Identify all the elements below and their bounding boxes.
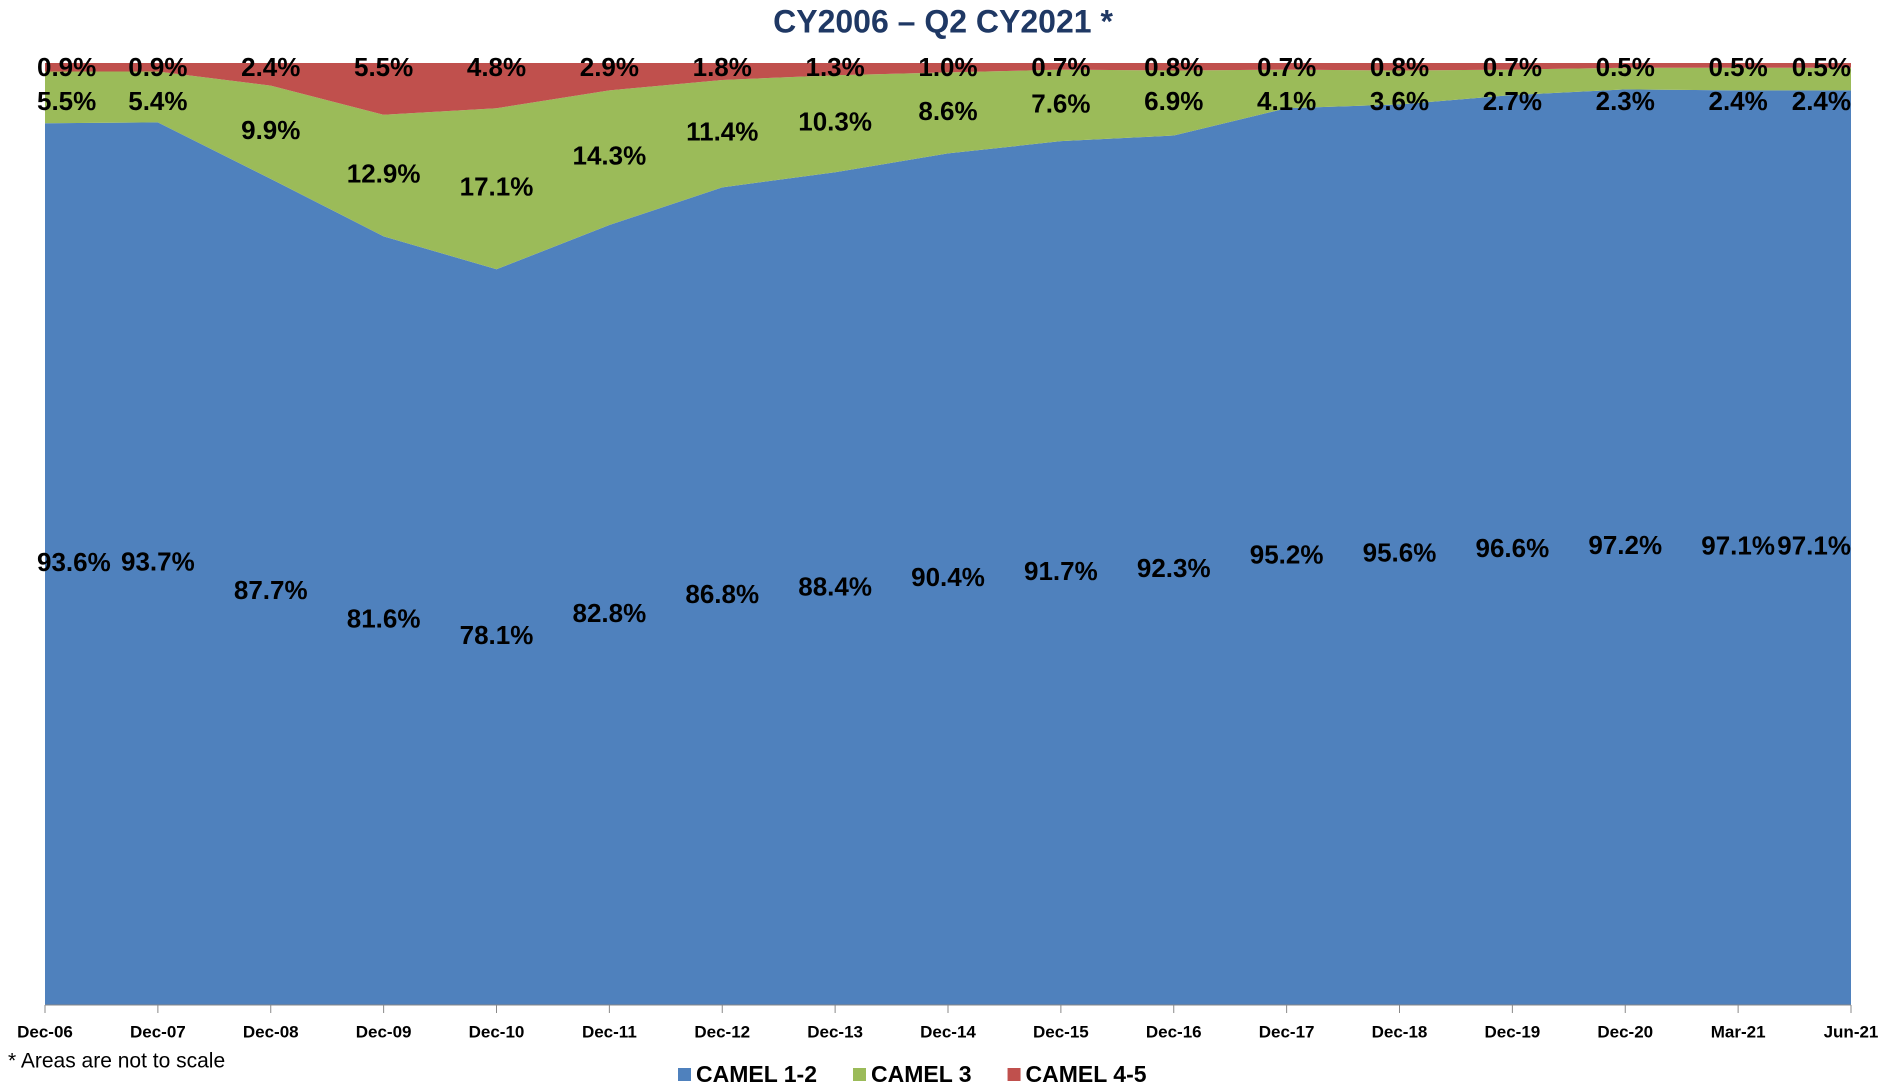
data-label: 4.1% — [1257, 86, 1316, 116]
data-label: 82.8% — [573, 598, 647, 628]
data-label: 0.9% — [128, 52, 187, 82]
data-label: 10.3% — [798, 107, 872, 137]
data-label: 0.5% — [1708, 52, 1767, 82]
chart-title: CY2006 – Q2 CY2021 * — [773, 3, 1113, 39]
legend-swatch — [678, 1068, 691, 1081]
data-label: 87.7% — [234, 575, 308, 605]
data-label: 0.7% — [1031, 52, 1090, 82]
x-tick-label: Dec-17 — [1259, 1022, 1315, 1041]
x-tick-label: Dec-16 — [1146, 1022, 1202, 1041]
x-tick-label: Mar-21 — [1711, 1022, 1766, 1041]
footnote: * Areas are not to scale — [8, 1050, 225, 1073]
data-label: 11.4% — [686, 117, 758, 147]
data-label: 2.4% — [241, 52, 300, 82]
x-tick-label: Dec-10 — [469, 1022, 525, 1041]
x-tick-label: Dec-09 — [356, 1022, 412, 1041]
area — [45, 67, 1851, 270]
x-tick-label: Dec-14 — [920, 1022, 976, 1041]
data-label: 0.5% — [1596, 52, 1655, 82]
data-label: 86.8% — [685, 579, 759, 609]
x-tick-label: Dec-08 — [243, 1022, 299, 1041]
data-label: 81.6% — [347, 604, 421, 634]
data-label: 17.1% — [460, 172, 534, 202]
data-label: 12.9% — [347, 158, 421, 188]
x-tick-label: Dec-11 — [582, 1022, 637, 1041]
x-tick-label: Dec-18 — [1372, 1022, 1428, 1041]
legend-swatch — [853, 1068, 866, 1081]
legend-label: CAMEL 3 — [871, 1061, 972, 1087]
x-tick-label: Dec-20 — [1597, 1022, 1653, 1041]
data-label: 78.1% — [460, 620, 534, 650]
data-label: 95.2% — [1250, 539, 1324, 569]
x-tick-label: Dec-07 — [130, 1022, 186, 1041]
data-label: 5.4% — [128, 86, 187, 116]
data-label: 95.6% — [1363, 538, 1437, 568]
area — [45, 63, 1851, 115]
data-label: 0.7% — [1257, 52, 1316, 82]
area — [45, 89, 1851, 1006]
data-label: 91.7% — [1024, 556, 1098, 586]
x-tick-label: Dec-12 — [694, 1022, 750, 1041]
data-label: 97.1% — [1701, 531, 1775, 561]
data-label: 1.0% — [918, 52, 977, 82]
legend-swatch — [1007, 1068, 1021, 1081]
data-label: 88.4% — [798, 572, 872, 602]
data-label: 6.9% — [1144, 86, 1203, 116]
x-tick-label: Dec-15 — [1033, 1022, 1089, 1041]
data-label: 2.9% — [580, 52, 639, 82]
legend-label: CAMEL 4-5 — [1026, 1061, 1147, 1087]
data-label: 0.7% — [1483, 52, 1542, 82]
data-label: 93.6% — [37, 547, 111, 577]
data-label: 1.3% — [805, 52, 864, 82]
data-label: 9.9% — [241, 115, 300, 145]
data-label: 2.7% — [1483, 86, 1542, 116]
data-label: 5.5% — [354, 52, 413, 82]
data-label: 93.7% — [121, 547, 195, 577]
data-label: 8.6% — [918, 96, 977, 126]
x-tick-label: Dec-13 — [807, 1022, 863, 1041]
data-label: 4.8% — [467, 52, 526, 82]
x-tick-label: Dec-19 — [1484, 1022, 1540, 1041]
data-label: 0.8% — [1144, 52, 1203, 82]
data-label: 92.3% — [1137, 553, 1211, 583]
x-tick-label: Dec-06 — [17, 1022, 73, 1041]
data-label: 3.6% — [1370, 86, 1429, 116]
data-label: 97.2% — [1588, 530, 1662, 560]
data-label: 2.4% — [1708, 86, 1767, 116]
data-label: 14.3% — [573, 141, 647, 171]
data-label: 96.6% — [1476, 533, 1550, 563]
data-label: 1.8% — [693, 52, 752, 82]
legend-label: CAMEL 1-2 — [696, 1061, 817, 1087]
data-label: 5.5% — [37, 86, 96, 116]
data-label: 0.9% — [37, 52, 96, 82]
x-tick-label: Jun-21 — [1824, 1022, 1879, 1041]
data-label: 97.1% — [1777, 531, 1851, 561]
data-label: 2.3% — [1596, 86, 1655, 116]
data-label: 2.4% — [1792, 86, 1851, 116]
data-label: 90.4% — [911, 562, 985, 592]
data-label: 0.8% — [1370, 52, 1429, 82]
data-label: 0.5% — [1792, 52, 1851, 82]
data-label: 7.6% — [1031, 88, 1090, 118]
